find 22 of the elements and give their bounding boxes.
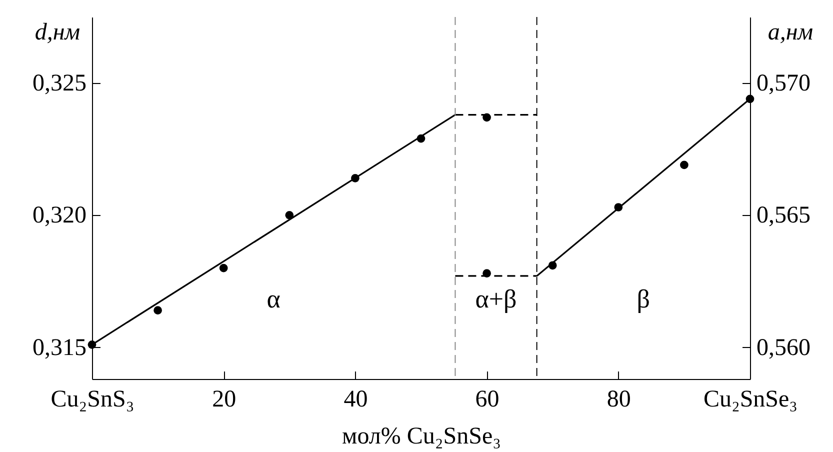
x-tick-label: 80 [606,386,631,412]
y-tick-label: 0,325 [32,70,86,97]
point [285,211,294,220]
annotation: α [266,284,281,314]
y2-tick-label: 0,560 [756,334,810,361]
y-tick-label: 0,315 [32,334,86,361]
point [219,264,228,272]
x-tick-label: Cu₂SnSe₃ [703,386,798,412]
point [680,160,688,170]
point [154,306,162,314]
y2-tick-label: 0,565 [756,202,810,229]
annotation: β [636,284,650,314]
annotation: α+β [475,284,517,314]
x-tick-label: 60 [475,386,500,412]
x-tick-label: Cu₂SnS₃ [50,386,134,412]
y-axis-title: d,нм [34,20,80,46]
x-tick-label: 20 [212,386,236,412]
x-tick-label: 40 [344,386,368,412]
y-tick-label: 0,320 [32,202,86,229]
y2-tick-label: 0,570 [756,70,810,97]
y2-axis-title: a,нм [768,20,814,46]
x-axis-title: мол% Cu₂SnSe₃ [342,424,501,450]
